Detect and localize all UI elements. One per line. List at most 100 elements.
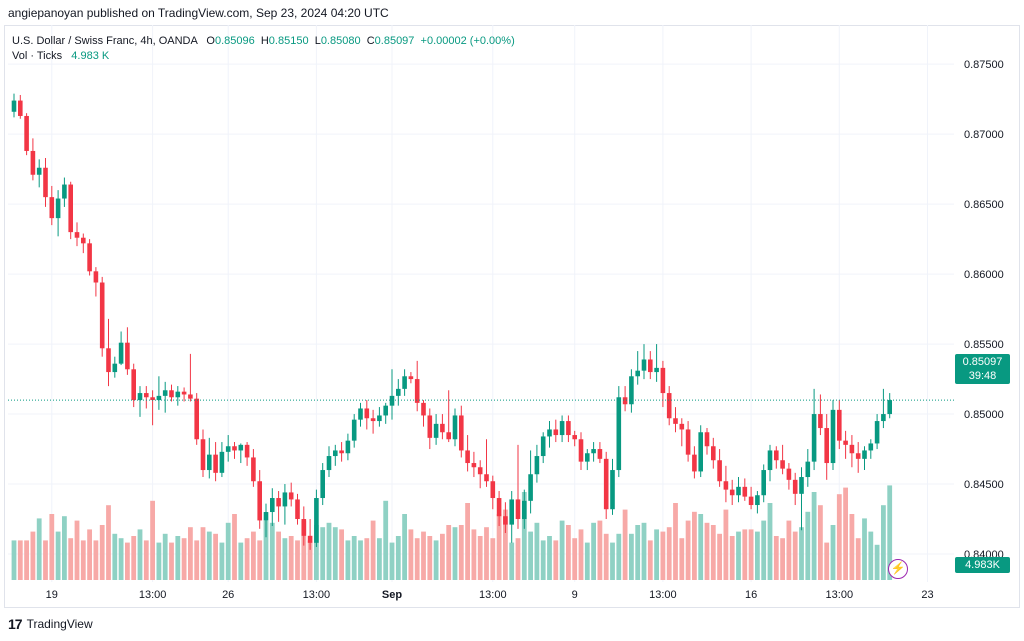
candle bbox=[830, 400, 836, 471]
candle bbox=[81, 233, 86, 254]
volume-bar bbox=[55, 531, 61, 580]
candle-body bbox=[799, 477, 804, 494]
candle bbox=[824, 414, 829, 480]
flash-icon[interactable]: ⚡ bbox=[888, 559, 908, 579]
volume-bar bbox=[11, 540, 17, 580]
x-tick-label: Sep bbox=[382, 589, 402, 601]
candle-body bbox=[427, 415, 433, 438]
volume-bar bbox=[805, 511, 811, 580]
high-value: 0.85150 bbox=[268, 35, 309, 47]
candle bbox=[383, 402, 388, 424]
volume-bar bbox=[106, 505, 111, 580]
candle bbox=[805, 449, 811, 487]
volume-bar bbox=[723, 509, 729, 580]
candle bbox=[68, 181, 73, 240]
candle-body bbox=[723, 481, 729, 490]
candle bbox=[522, 489, 527, 529]
candle bbox=[862, 446, 867, 471]
candle bbox=[553, 419, 559, 443]
candle bbox=[509, 491, 514, 543]
candle bbox=[213, 442, 218, 482]
candle-body bbox=[849, 444, 855, 454]
candle bbox=[717, 449, 722, 487]
candle bbox=[74, 222, 80, 247]
candle-body bbox=[377, 415, 382, 422]
volume-bar bbox=[137, 529, 143, 580]
x-tick-label: 16 bbox=[745, 589, 757, 601]
candle-body bbox=[383, 405, 388, 416]
candle bbox=[736, 477, 741, 503]
candle-body bbox=[824, 428, 829, 464]
volume-bar bbox=[622, 509, 628, 580]
candle-body bbox=[622, 397, 628, 405]
candle-body bbox=[881, 414, 886, 422]
x-tick-label: 26 bbox=[222, 589, 234, 601]
candle bbox=[314, 489, 319, 548]
candle bbox=[629, 369, 634, 413]
candle-body bbox=[106, 348, 111, 373]
candle bbox=[881, 388, 886, 429]
tradingview-logo[interactable]: 17 TradingView bbox=[8, 616, 93, 632]
volume-bar bbox=[887, 485, 893, 580]
candle bbox=[459, 405, 464, 458]
y-tick-label: 0.86000 bbox=[964, 269, 1004, 281]
candle-body bbox=[585, 453, 590, 462]
candle-body bbox=[767, 450, 773, 471]
candle-body bbox=[301, 519, 307, 536]
candle bbox=[440, 414, 445, 440]
candle-body bbox=[641, 359, 647, 371]
volume-bar bbox=[704, 522, 710, 580]
candle-body bbox=[711, 446, 716, 461]
volume-bar bbox=[446, 525, 452, 580]
candle bbox=[818, 394, 823, 436]
candle-body bbox=[364, 408, 370, 419]
change-value: +0.00002 (+0.00%) bbox=[420, 35, 515, 47]
volume-bar bbox=[440, 533, 445, 580]
volume-bar bbox=[68, 538, 74, 580]
candle bbox=[729, 479, 735, 506]
candle-body bbox=[150, 397, 155, 401]
volume-bar bbox=[282, 538, 288, 580]
candle-body bbox=[572, 435, 577, 440]
volume-bar bbox=[194, 540, 200, 580]
volume-bar bbox=[509, 542, 515, 580]
candle-body bbox=[333, 450, 338, 457]
volume-bar bbox=[421, 531, 426, 580]
volume-bar bbox=[414, 538, 420, 580]
candle-body bbox=[175, 391, 181, 398]
volume-bar bbox=[496, 514, 502, 580]
volume-bar bbox=[175, 536, 181, 580]
volume-bar bbox=[219, 542, 225, 580]
candle-body bbox=[225, 446, 231, 452]
candle-body bbox=[477, 467, 483, 475]
volume-bar bbox=[251, 531, 256, 580]
volume-bar bbox=[843, 487, 848, 580]
last-price-tag: 0.85097 39:48 bbox=[955, 354, 1010, 384]
candle-body bbox=[748, 496, 754, 506]
volume-bar bbox=[206, 531, 212, 580]
volume-bar bbox=[641, 522, 647, 580]
volume-bar bbox=[112, 533, 118, 580]
candle bbox=[755, 491, 760, 514]
candle bbox=[125, 327, 130, 375]
close-value: 0.85097 bbox=[374, 35, 415, 47]
candle-body bbox=[811, 414, 817, 462]
candle-body bbox=[131, 369, 136, 401]
candle-body bbox=[868, 443, 874, 451]
candle-body bbox=[207, 454, 212, 471]
volume-bars bbox=[11, 485, 893, 580]
x-tick-label: 13:00 bbox=[303, 589, 331, 601]
candle-body bbox=[288, 492, 294, 500]
volume-label[interactable]: Vol · Ticks bbox=[12, 50, 63, 62]
candle bbox=[36, 159, 42, 188]
candle bbox=[87, 239, 92, 276]
x-tick-label: 13:00 bbox=[479, 589, 507, 601]
symbol-label[interactable]: U.S. Dollar / Swiss Franc, 4h, OANDA bbox=[12, 35, 198, 47]
candle bbox=[610, 458, 615, 515]
volume-bar bbox=[818, 505, 823, 580]
candle-body bbox=[351, 419, 357, 441]
candle-body bbox=[125, 342, 130, 370]
candle-body bbox=[55, 198, 61, 219]
candle-body bbox=[616, 397, 622, 471]
